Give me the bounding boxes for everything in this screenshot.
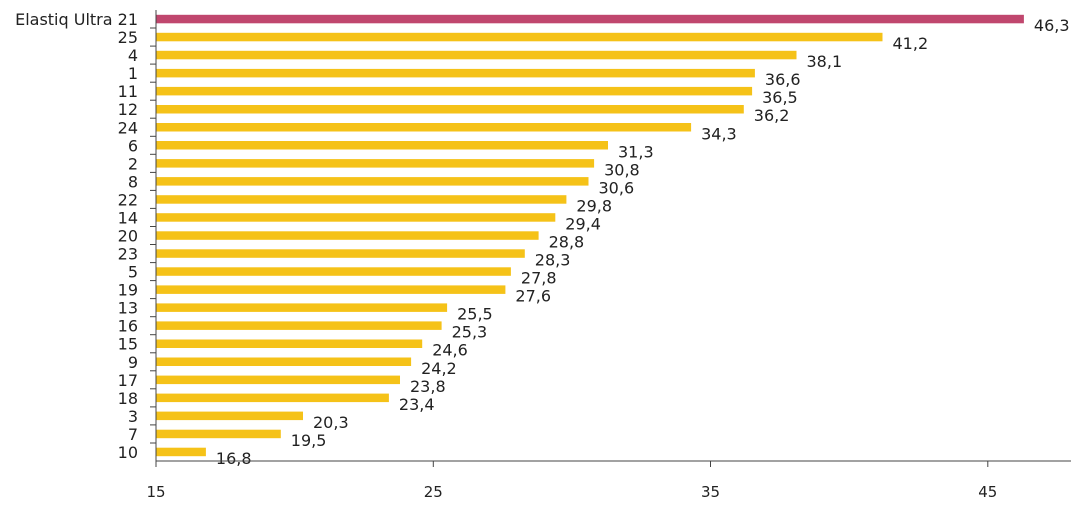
value-label: 41,2 [893, 34, 929, 53]
category-label: 17 [118, 371, 138, 390]
bar-4 [156, 50, 797, 60]
category-label: 1 [128, 64, 138, 83]
category-label: 7 [128, 425, 138, 444]
x-tick-label: 45 [978, 483, 997, 501]
category-label: 4 [128, 46, 138, 65]
category-label: 25 [118, 28, 138, 47]
bar-17 [156, 375, 400, 385]
value-label: 16,8 [216, 449, 252, 468]
value-label: 27,8 [521, 269, 557, 288]
value-label: 24,2 [421, 359, 457, 378]
bar-3 [156, 411, 303, 421]
category-label: 6 [128, 136, 138, 155]
x-tick-label: 35 [701, 483, 720, 501]
value-label: 34,3 [701, 124, 737, 143]
category-label: 11 [118, 82, 138, 101]
value-label: 36,5 [762, 88, 798, 107]
category-label: 9 [128, 353, 138, 372]
category-label: 3 [128, 407, 138, 426]
category-label: 19 [118, 281, 138, 300]
axes [150, 10, 1071, 467]
category-labels: Elastiq Ultra 21254111122462822142023519… [15, 10, 138, 462]
bar-7 [156, 429, 281, 439]
bar-elastiq-ultra-21 [156, 14, 1024, 24]
category-label: 13 [118, 299, 138, 318]
bar-1 [156, 68, 755, 78]
bar-25 [156, 32, 883, 42]
x-tick-label: 15 [146, 483, 165, 501]
bar-12 [156, 105, 744, 114]
bar-15 [156, 339, 423, 348]
value-label: 23,4 [399, 395, 435, 414]
x-tick-labels: 15 25 35 45 [146, 483, 997, 501]
bar-11 [156, 86, 753, 96]
bar-18 [156, 393, 389, 403]
category-label: 14 [118, 209, 138, 228]
value-label: 31,3 [618, 142, 654, 161]
value-label: 23,8 [410, 377, 446, 396]
value-label: 46,3 [1034, 16, 1070, 35]
value-label: 20,3 [313, 413, 349, 432]
bar-24 [156, 123, 692, 132]
bar-10 [156, 447, 206, 457]
bar-9 [156, 357, 412, 366]
bar-23 [156, 249, 525, 258]
category-label: 10 [118, 443, 138, 462]
bar-22 [156, 195, 567, 204]
category-label: 15 [118, 335, 138, 354]
value-label: 28,3 [535, 251, 571, 270]
category-label: 16 [118, 317, 138, 336]
category-label: Elastiq Ultra 21 [15, 10, 138, 29]
bar-2 [156, 159, 595, 168]
value-label: 36,6 [765, 70, 801, 89]
value-label: 19,5 [291, 431, 327, 450]
category-label: 12 [118, 100, 138, 119]
bar-20 [156, 231, 539, 240]
value-label: 29,8 [576, 196, 612, 215]
category-label: 5 [128, 263, 138, 282]
bar-19 [156, 285, 506, 294]
bar-8 [156, 177, 589, 186]
value-label: 27,6 [515, 287, 551, 306]
value-label: 28,8 [549, 233, 585, 252]
bar-6 [156, 141, 608, 150]
value-label: 25,5 [457, 305, 493, 324]
value-label: 24,6 [432, 341, 468, 360]
bars-group [156, 14, 1024, 457]
bar-16 [156, 321, 442, 330]
value-labels: 46,3 41,2 38,1 36,636,536,2 34,3 31,330,830,6… [216, 16, 1070, 468]
value-label: 29,4 [565, 215, 601, 234]
value-label: 30,6 [599, 178, 635, 197]
category-label: 22 [118, 190, 138, 209]
value-label: 36,2 [754, 106, 790, 125]
category-label: 20 [118, 227, 138, 246]
bar-13 [156, 303, 448, 312]
value-label: 38,1 [807, 52, 843, 71]
value-label: 25,3 [452, 323, 488, 342]
x-tick-label: 25 [424, 483, 443, 501]
value-label: 30,8 [604, 160, 640, 179]
bar-14 [156, 213, 556, 222]
category-label: 2 [128, 154, 138, 173]
category-label: 8 [128, 172, 138, 191]
category-label: 18 [118, 389, 138, 408]
bar-5 [156, 267, 511, 276]
category-label: 23 [118, 245, 138, 264]
category-label: 24 [118, 118, 138, 137]
